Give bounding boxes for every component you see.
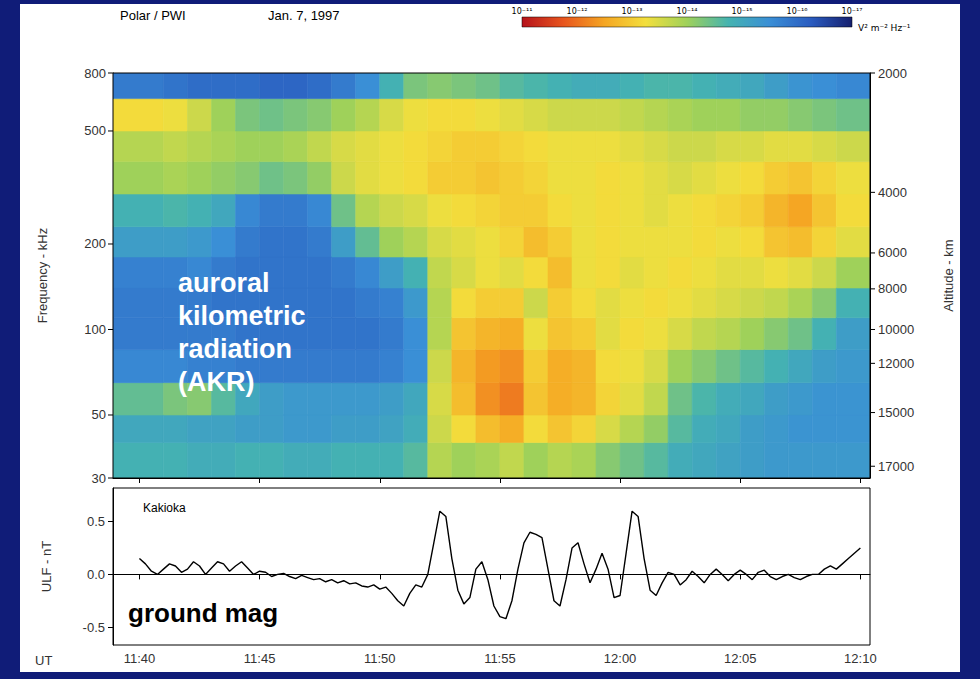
- svg-text:100: 100: [84, 322, 106, 337]
- svg-text:11:50: 11:50: [364, 651, 396, 666]
- svg-text:12:05: 12:05: [724, 651, 757, 666]
- svg-text:11:45: 11:45: [244, 651, 276, 666]
- svg-text:Jan. 7, 1997: Jan. 7, 1997: [268, 8, 340, 23]
- svg-text:Altitude - km: Altitude - km: [941, 239, 956, 311]
- svg-text:10000: 10000: [878, 322, 914, 337]
- svg-text:radiation: radiation: [178, 334, 292, 364]
- svg-text:800: 800: [84, 66, 106, 81]
- svg-text:V² m⁻² Hz⁻¹: V² m⁻² Hz⁻¹: [858, 23, 911, 33]
- svg-text:11:40: 11:40: [124, 651, 156, 666]
- svg-text:auroral: auroral: [178, 268, 270, 298]
- svg-text:kilometric: kilometric: [178, 301, 306, 331]
- svg-text:ground mag: ground mag: [128, 598, 278, 628]
- svg-text:12:10: 12:10: [844, 651, 877, 666]
- svg-text:10⁻¹⁷: 10⁻¹⁷: [842, 7, 863, 16]
- svg-text:Frequency - kHz: Frequency - kHz: [35, 228, 50, 323]
- svg-text:50: 50: [92, 407, 106, 422]
- svg-text:15000: 15000: [878, 405, 914, 420]
- svg-text:ULF - nT: ULF - nT: [39, 541, 54, 592]
- svg-text:10⁻¹⁴: 10⁻¹⁴: [677, 7, 698, 16]
- svg-text:Polar / PWI: Polar / PWI: [120, 8, 186, 23]
- svg-text:(AKR): (AKR): [178, 367, 254, 397]
- svg-text:10⁻¹¹: 10⁻¹¹: [512, 7, 533, 16]
- svg-text:12:00: 12:00: [604, 651, 637, 666]
- svg-text:Kakioka: Kakioka: [143, 501, 186, 515]
- svg-text:10⁻¹²: 10⁻¹²: [567, 7, 588, 16]
- svg-text:200: 200: [84, 236, 106, 251]
- svg-text:0.0: 0.0: [87, 567, 105, 582]
- svg-text:6000: 6000: [878, 245, 907, 260]
- svg-text:10⁻¹⁵: 10⁻¹⁵: [732, 7, 753, 16]
- svg-text:12000: 12000: [878, 356, 914, 371]
- svg-text:10⁻¹³: 10⁻¹³: [622, 7, 643, 16]
- svg-text:17000: 17000: [878, 459, 914, 474]
- svg-text:8000: 8000: [878, 281, 907, 296]
- svg-text:30: 30: [92, 471, 106, 486]
- svg-text:-0.5: -0.5: [83, 620, 105, 635]
- svg-text:500: 500: [84, 123, 106, 138]
- svg-text:10⁻¹⁶: 10⁻¹⁶: [787, 7, 808, 16]
- svg-text:4000: 4000: [878, 185, 907, 200]
- svg-text:11:55: 11:55: [484, 651, 516, 666]
- svg-text:0.5: 0.5: [87, 514, 105, 529]
- svg-text:2000: 2000: [878, 66, 907, 81]
- svg-text:UT: UT: [35, 653, 52, 668]
